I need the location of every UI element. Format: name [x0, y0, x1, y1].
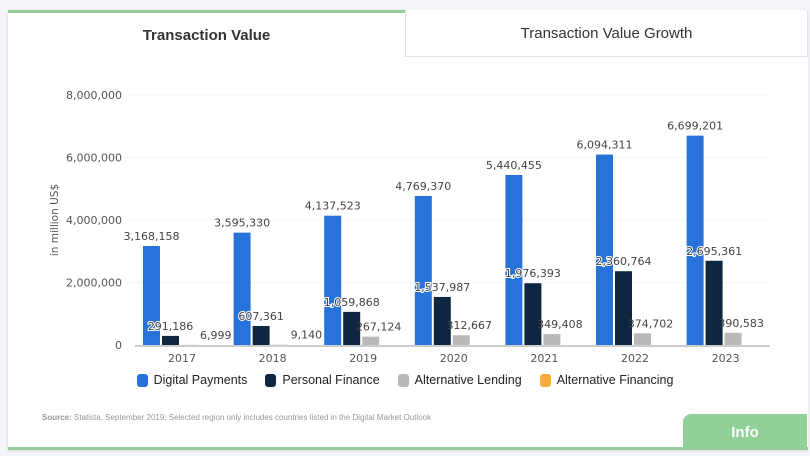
legend-item[interactable]: Digital Payments	[136, 373, 248, 387]
x-tick-label: 2018	[259, 352, 287, 365]
y-tick-label: 8,000,000	[66, 89, 122, 102]
data-label: 9,140	[291, 329, 323, 342]
data-label: 267,124	[356, 321, 402, 334]
y-tick-label: 4,000,000	[66, 214, 122, 227]
legend-swatch	[136, 373, 148, 387]
bar-alternative-lending	[452, 335, 470, 345]
x-tick-label: 2023	[712, 352, 740, 365]
bar-alternative-lending	[724, 332, 742, 345]
bar-digital-payments	[505, 174, 523, 345]
legend-label: Digital Payments	[153, 373, 248, 387]
x-tick-label: 2022	[621, 352, 649, 365]
data-label: 5,440,455	[486, 159, 542, 172]
data-label: 1,059,868	[324, 296, 380, 309]
legend-swatch	[539, 373, 551, 387]
bar-personal-finance	[433, 296, 451, 345]
bar-digital-payments	[686, 135, 704, 345]
legend-item[interactable]: Alternative Lending	[397, 373, 522, 387]
tab-transaction-value[interactable]: Transaction Value	[8, 10, 405, 57]
x-tick-label: 2021	[530, 352, 558, 365]
data-label: 390,583	[718, 317, 764, 330]
data-label: 607,361	[238, 310, 284, 323]
legend-item[interactable]: Personal Finance	[265, 373, 380, 387]
data-label: 3,168,158	[124, 230, 180, 243]
legend-swatch	[397, 373, 409, 387]
x-tick-label: 2020	[440, 352, 468, 365]
bar-alternative-lending	[543, 334, 561, 345]
legend-label: Alternative Lending	[414, 373, 522, 387]
bar-personal-finance	[615, 271, 632, 345]
bar-digital-payments	[596, 154, 613, 345]
source-text: Statista, September 2019; Selected regio…	[71, 413, 432, 422]
data-label: 6,094,311	[577, 139, 633, 152]
data-label: 312,667	[447, 319, 493, 332]
data-label: 291,186	[148, 320, 194, 333]
y-tick-label: 6,000,000	[66, 152, 122, 165]
tab-transaction-value-growth[interactable]: Transaction Value Growth	[405, 10, 808, 57]
data-label: 6,999	[200, 329, 232, 342]
x-tick-label: 2019	[349, 352, 377, 365]
legend: Digital Payments Personal Finance Alternat…	[0, 373, 810, 387]
data-label: 4,137,523	[305, 200, 361, 213]
legend-label: Alternative Financing	[556, 373, 674, 387]
bar-personal-finance	[252, 326, 270, 345]
data-label: 1,976,393	[505, 267, 561, 280]
data-label: 349,408	[537, 318, 583, 331]
bar-personal-finance	[705, 260, 723, 345]
y-axis-title: in million US$	[49, 184, 61, 256]
info-button[interactable]: Info	[683, 414, 807, 450]
y-tick-label: 0	[115, 339, 122, 352]
bar-personal-finance	[524, 283, 542, 345]
data-label: 2,695,361	[686, 245, 742, 258]
data-label: 3,595,330	[214, 217, 270, 230]
data-label: 6,699,201	[667, 120, 723, 133]
bar-personal-finance	[162, 335, 179, 345]
bar-digital-payments	[143, 245, 160, 345]
source-label: Source:	[42, 413, 72, 422]
data-label: 374,702	[628, 317, 674, 330]
bar-alternative-lending	[634, 333, 651, 345]
data-label: 1,537,987	[414, 281, 470, 294]
bar-digital-payments	[324, 215, 342, 345]
legend-swatch	[265, 373, 277, 387]
legend-label: Personal Finance	[282, 373, 380, 387]
source-note: Source: Statista, September 2019; Select…	[42, 413, 431, 422]
y-tick-label: 2,000,000	[66, 277, 122, 290]
legend-item[interactable]: Alternative Financing	[539, 373, 674, 387]
data-label: 2,360,764	[596, 255, 652, 268]
bar-personal-finance	[343, 311, 361, 345]
bar-alternative-lending	[362, 336, 380, 345]
bar-digital-payments	[414, 195, 432, 345]
bar-digital-payments	[233, 232, 251, 345]
x-tick-label: 2017	[168, 352, 196, 365]
data-label: 4,769,370	[395, 180, 451, 193]
